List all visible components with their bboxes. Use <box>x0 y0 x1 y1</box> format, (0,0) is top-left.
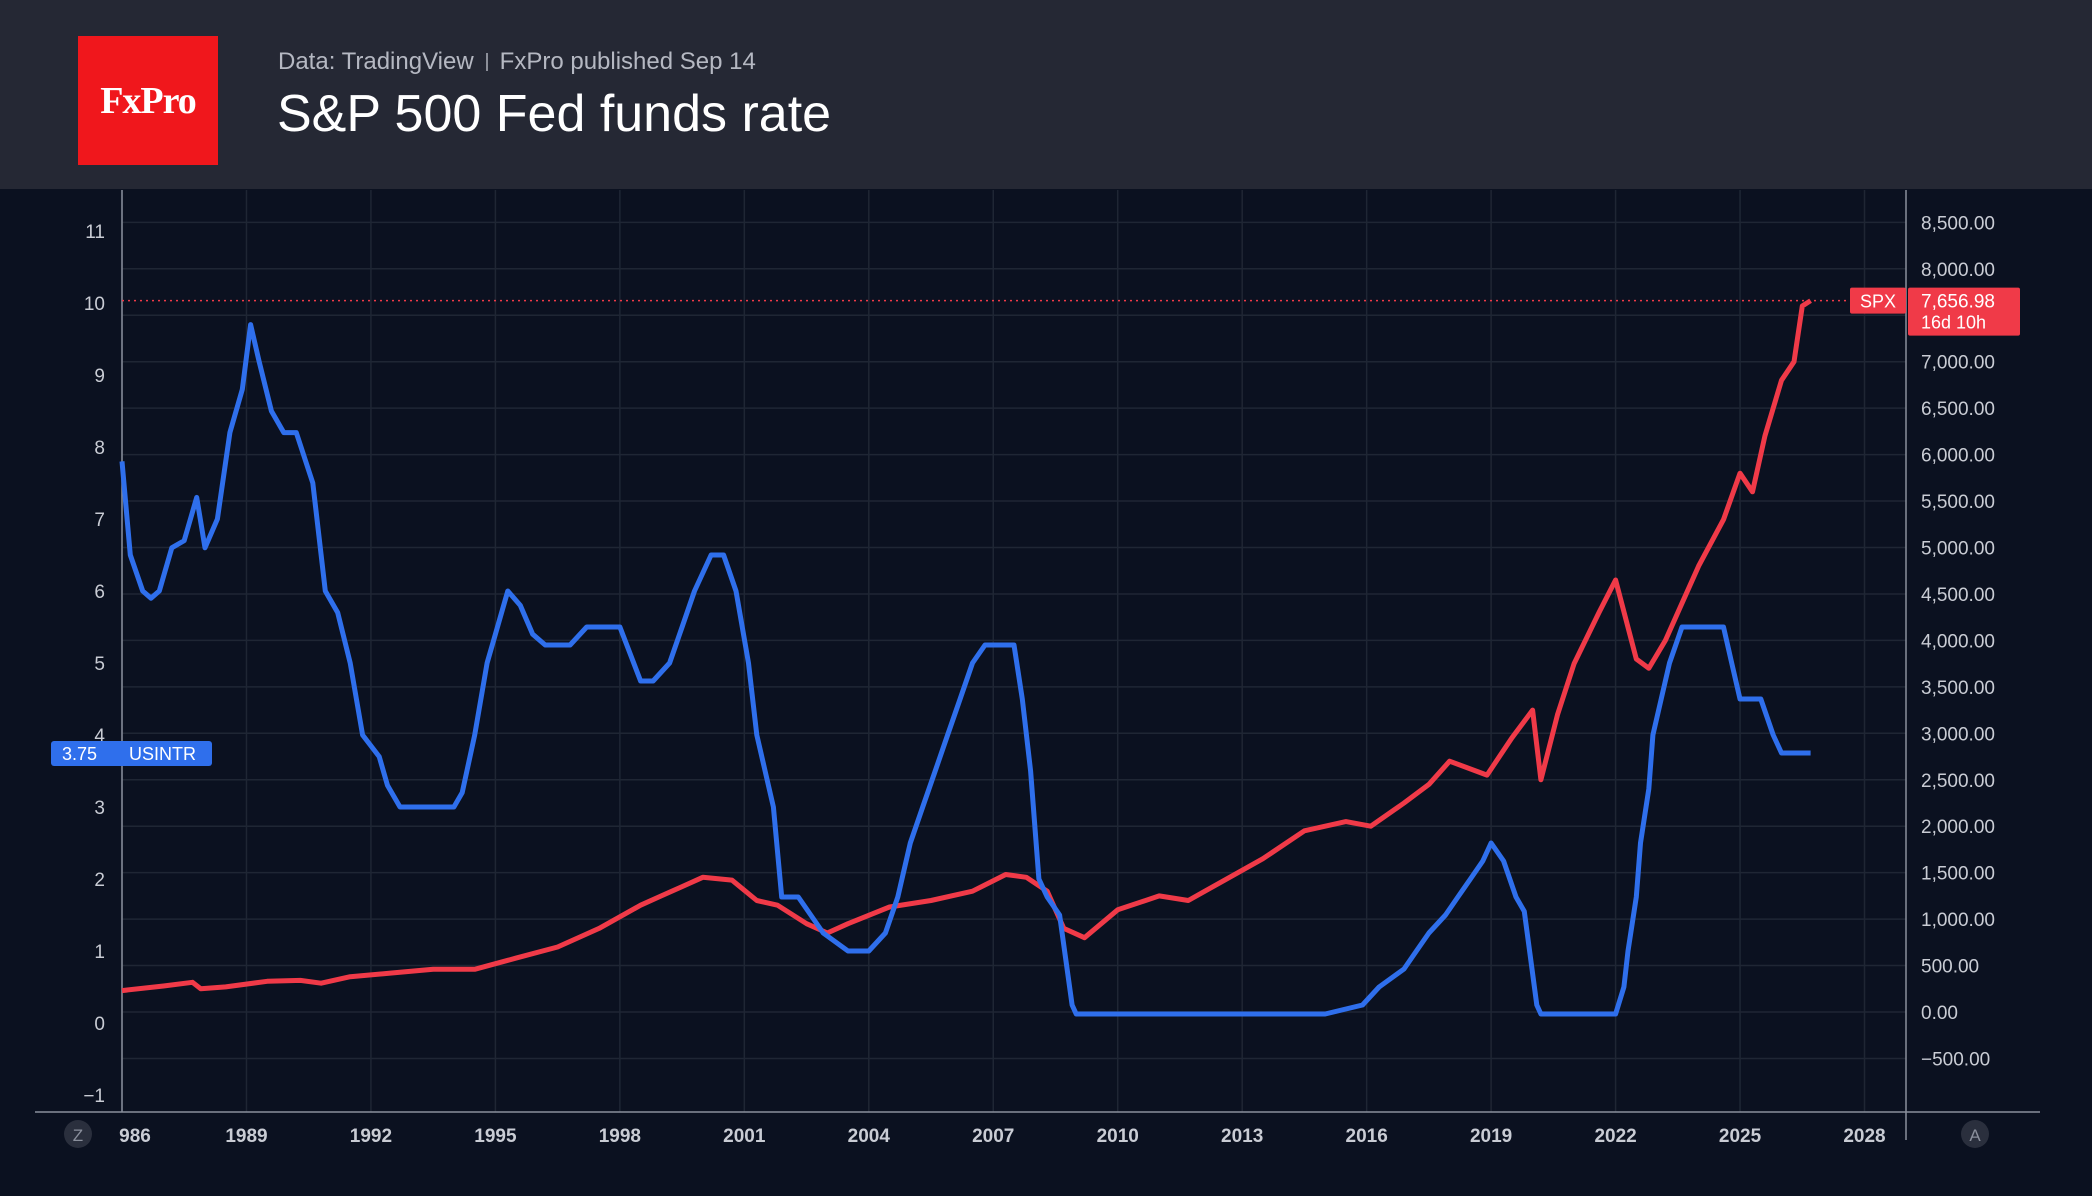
right-tick-label: 5,000.00 <box>1921 539 1995 560</box>
auto-scale-button-label[interactable]: A <box>1969 1126 1981 1145</box>
right-tick-label: 6,000.00 <box>1921 446 1995 467</box>
right-tick-label: 6,500.00 <box>1921 399 1995 420</box>
x-tick-label: 1992 <box>350 1126 392 1147</box>
zoom-button-label[interactable]: Z <box>73 1126 83 1145</box>
source-line: Data: TradingView FxPro published Sep 14 <box>278 48 756 76</box>
header-bar: FxPro Data: TradingView FxPro published … <box>0 0 2092 189</box>
right-tick-label: 2,500.00 <box>1921 771 1995 792</box>
spx-name-badge <box>1850 287 1906 314</box>
zoom-button[interactable] <box>64 1120 92 1148</box>
chart-background <box>0 189 2092 1196</box>
left-tick-label: 9 <box>94 366 105 387</box>
x-tick-label: 1989 <box>225 1126 267 1147</box>
right-tick-label: 7,000.00 <box>1921 353 1995 374</box>
x-tick-label: 2016 <box>1346 1126 1388 1147</box>
left-tick-label: −1 <box>83 1086 105 1107</box>
left-tick-label: 5 <box>94 654 105 675</box>
x-tick-label: 2028 <box>1843 1126 1885 1147</box>
x-tick-label: 2007 <box>972 1126 1014 1147</box>
publish-info: FxPro published Sep 14 <box>499 48 756 75</box>
right-tick-label: 4,000.00 <box>1921 631 1995 652</box>
x-tick-label: 2004 <box>848 1126 891 1147</box>
left-tick-label: 6 <box>94 582 105 603</box>
left-tick-label: 3 <box>94 798 105 819</box>
right-tick-label: 4,500.00 <box>1921 585 1995 606</box>
spx-countdown-label: 16d 10h <box>1921 313 1986 333</box>
spx-series-line <box>121 298 1812 994</box>
spx-name-label: SPX <box>1860 292 1896 312</box>
chart-area[interactable]: 11109876543210−18,500.008,000.007,500.00… <box>0 189 2092 1196</box>
x-tick-label: 986 <box>119 1126 151 1147</box>
auto-scale-button[interactable] <box>1961 1120 1989 1148</box>
right-tick-label: 3,500.00 <box>1921 678 1995 699</box>
x-tick-label: 1995 <box>474 1126 517 1147</box>
right-tick-label: 3,000.00 <box>1921 724 1995 745</box>
data-source: Data: TradingView <box>278 48 474 75</box>
left-tick-label: 11 <box>85 222 105 243</box>
right-tick-label: 5,500.00 <box>1921 492 1995 513</box>
left-tick-label: 7 <box>94 510 105 531</box>
left-tick-label: 10 <box>84 294 105 315</box>
x-tick-label: 2013 <box>1221 1126 1263 1147</box>
usintr-series-line <box>119 322 1811 1017</box>
left-tick-label: 1 <box>94 942 105 963</box>
separator <box>485 53 488 71</box>
right-tick-label: 500.00 <box>1921 957 1979 978</box>
right-tick-label: 0.00 <box>1921 1003 1958 1024</box>
right-tick-label: −500.00 <box>1921 1049 1990 1070</box>
usintr-badge <box>51 741 212 766</box>
logo-text: FxPro <box>100 79 197 122</box>
right-tick-label: 8,000.00 <box>1921 260 1995 281</box>
right-tick-label: 8,500.00 <box>1921 213 1995 234</box>
right-tick-label: 1,500.00 <box>1921 864 1995 885</box>
usintr-name-label: USINTR <box>129 744 196 764</box>
spx-value-badge <box>1908 287 2020 336</box>
x-tick-label: 2019 <box>1470 1126 1512 1147</box>
x-tick-label: 2001 <box>723 1126 766 1147</box>
left-tick-label: 0 <box>94 1014 105 1035</box>
usintr-value-label: 3.75 <box>62 744 97 764</box>
right-tick-label: 1,000.00 <box>1921 910 1995 931</box>
x-tick-label: 1998 <box>599 1126 641 1147</box>
chart-title: S&P 500 Fed funds rate <box>277 85 832 143</box>
left-tick-label: 4 <box>94 726 105 747</box>
x-tick-label: 2025 <box>1719 1126 1762 1147</box>
left-tick-label: 8 <box>94 438 105 459</box>
fxpro-logo: FxPro <box>78 36 218 165</box>
x-tick-label: 2022 <box>1594 1126 1636 1147</box>
x-tick-label: 2010 <box>1097 1126 1139 1147</box>
spx-value-label: 7,656.98 <box>1921 292 1995 313</box>
right-tick-label: 2,000.00 <box>1921 817 1995 838</box>
left-tick-label: 2 <box>94 870 105 891</box>
